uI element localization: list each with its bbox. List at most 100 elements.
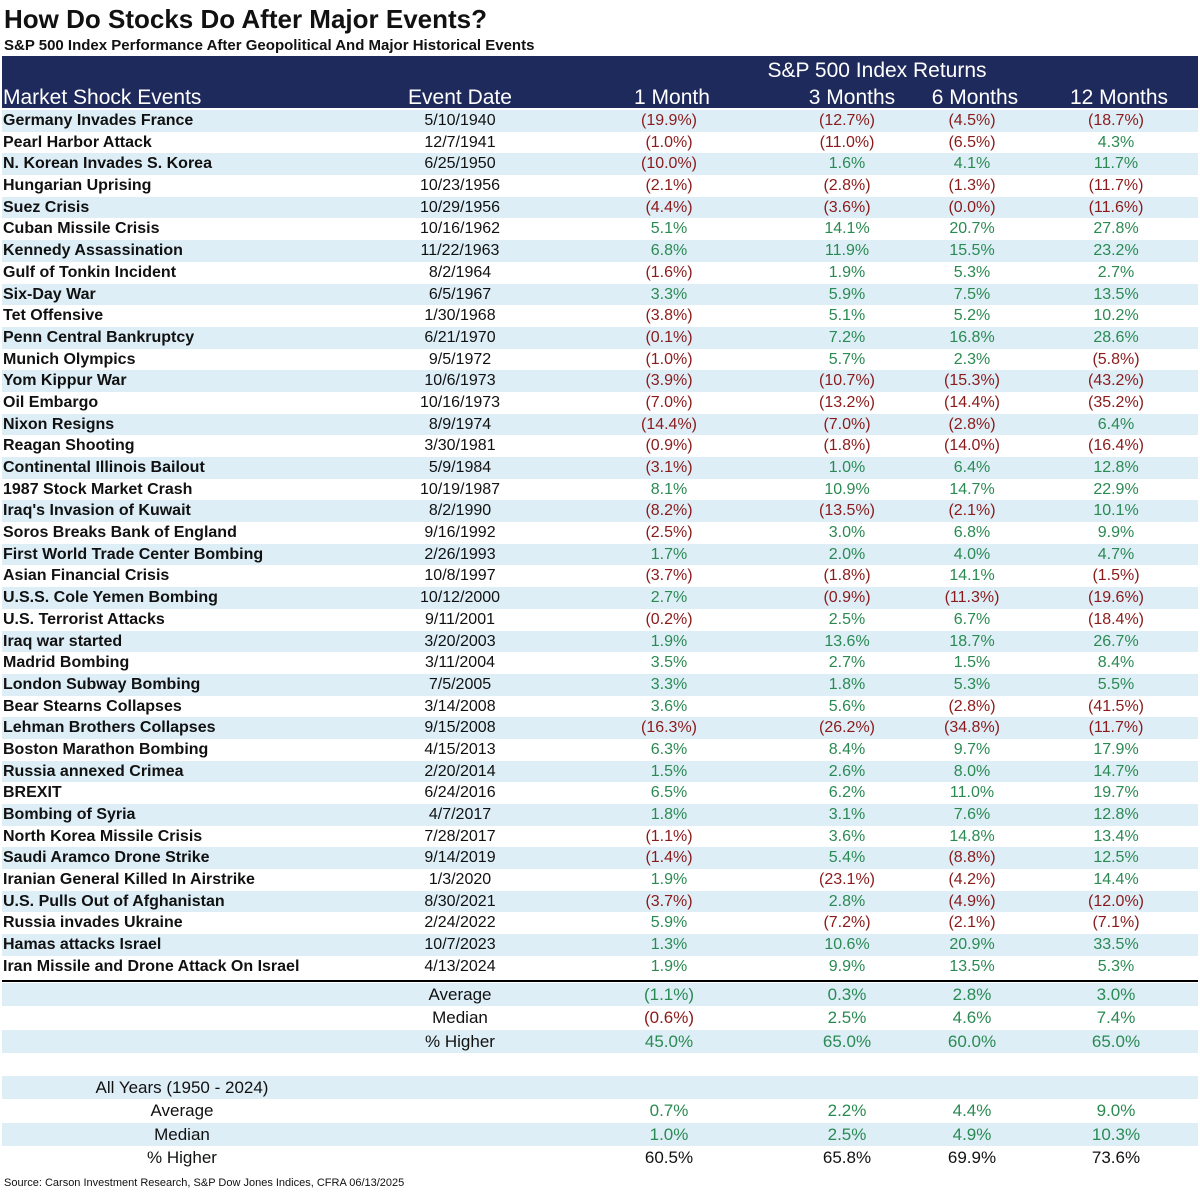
return-value: 1.8% [828, 675, 866, 693]
all-years-value: 73.6% [1091, 1148, 1141, 1168]
event-date: 10/19/1987 [419, 480, 501, 498]
return-value: 1.5% [650, 762, 688, 780]
return-value: (6.5%) [948, 133, 996, 151]
event-name: U.S. Pulls Out of Afghanistan [3, 892, 225, 910]
return-value: (1.3%) [948, 177, 996, 195]
return-value: 13.6% [824, 632, 870, 650]
table-row: Asian Financial Crisis 10/8/1997 (3.7%) (1.… [2, 565, 1198, 587]
return-value: 15.5% [949, 242, 995, 260]
return-value: 11.9% [824, 242, 870, 260]
event-date: 10/7/2023 [424, 936, 496, 954]
return-value: (3.7%) [645, 567, 693, 585]
events-table-body: Germany Invades France 5/10/1940 (19.9%) (1… [2, 110, 1198, 978]
return-value: 1.9% [650, 957, 688, 975]
table-row: Suez Crisis 10/29/1956 (4.4%) (3.6%) (0.0%) (… [2, 196, 1198, 219]
table-row: Hamas attacks Israel 10/7/2023 1.3% 10.6% 20… [2, 934, 1198, 956]
return-value: (14.0%) [943, 437, 1001, 455]
table-row: Iranian General Killed In Airstrike 1/3/2… [2, 869, 1198, 891]
all-years-value: 69.9% [947, 1148, 997, 1168]
event-name: N. Korean Invades S. Korea [3, 155, 212, 173]
event-date: 5/10/1940 [424, 112, 496, 129]
event-date: 7/28/2017 [424, 827, 496, 845]
return-value: (11.6%) [1088, 198, 1144, 216]
header-col-6m: 6 Months [931, 86, 1019, 109]
return-value: (1.1%) [645, 827, 693, 845]
all-years-value: 10.3% [1091, 1124, 1141, 1144]
event-name: Hamas attacks Israel [3, 936, 162, 954]
return-value: 14.1% [949, 567, 995, 585]
all-years-row-label: % Higher [147, 1148, 217, 1168]
return-value: (5.8%) [1092, 350, 1140, 368]
event-name: Iraq war started [3, 632, 123, 650]
summary-value: 60.0% [947, 1031, 997, 1051]
return-value: 3.0% [828, 524, 866, 542]
return-value: (1.5%) [1092, 567, 1140, 585]
event-name: Tet Offensive [3, 307, 104, 325]
header-col-events: Market Shock Events [3, 86, 202, 109]
return-value: 1.7% [650, 545, 688, 563]
return-value: 14.7% [949, 480, 995, 498]
return-value: 14.8% [949, 827, 995, 845]
return-value: 7.6% [953, 806, 991, 823]
event-name: Iran Missile and Drone Attack On Israel [3, 957, 300, 975]
event-date: 3/11/2004 [425, 654, 495, 672]
return-value: 7.2% [828, 328, 866, 346]
event-name: Russia annexed Crimea [3, 762, 184, 780]
all-years-value: 2.2% [827, 1101, 867, 1121]
event-date: 3/30/1981 [424, 437, 496, 455]
return-value: (0.1%) [645, 328, 693, 346]
header-col-3m: 3 Months [808, 86, 896, 109]
return-value: 2.3% [953, 350, 991, 368]
table-row: Iraq war started 3/20/2003 1.9% 13.6% 18.7% 2… [2, 630, 1198, 653]
all-years-row-median: Median 1.0% 2.5% 4.9% 10.3% [2, 1122, 1198, 1147]
event-date: 8/2/1990 [428, 502, 492, 520]
return-value: (1.8%) [823, 437, 871, 455]
return-value: 5.1% [650, 220, 688, 238]
return-value: 20.9% [949, 936, 995, 954]
return-value: (7.1%) [1092, 914, 1140, 932]
table-row: Germany Invades France 5/10/1940 (19.9%) (1… [2, 110, 1198, 132]
return-value: 1.0% [828, 459, 866, 476]
event-name: U.S.S. Cole Yemen Bombing [3, 589, 218, 607]
summary-label: Median [432, 1008, 488, 1028]
table-row: Russia annexed Crimea 2/20/2014 1.5% 2.6% 8.… [2, 760, 1198, 783]
event-name: Pearl Harbor Attack [3, 133, 152, 151]
summary-value: 45.0% [644, 1031, 694, 1051]
summary-section: Average (1.1%) 0.3% 2.8% 3.0% Median (0.… [2, 983, 1198, 1169]
summary-value: 65.0% [1091, 1031, 1141, 1051]
return-value: 1.3% [650, 936, 688, 954]
table-divider [2, 980, 1198, 982]
return-value: (3.7%) [645, 892, 693, 910]
return-value: (2.5%) [645, 524, 693, 542]
summary-row-pct-higher: % Higher 45.0% 65.0% 60.0% 65.0% [2, 1029, 1198, 1053]
return-value: (12.7%) [818, 112, 876, 129]
all-years-row-label: Median [154, 1124, 210, 1144]
event-date: 12/7/1941 [424, 133, 496, 151]
return-value: 4.1% [953, 155, 991, 173]
summary-value: 2.8% [952, 985, 992, 1004]
return-value: 6.3% [650, 740, 688, 758]
event-date: 8/2/1964 [428, 263, 492, 281]
return-value: 14.7% [1093, 762, 1139, 780]
table-row: Yom Kippur War 10/6/1973 (3.9%) (10.7%) (15.… [2, 370, 1198, 392]
return-value: (3.9%) [645, 372, 693, 390]
summary-value: 2.5% [827, 1008, 867, 1028]
all-years-row-average: Average 0.7% 2.2% 4.4% 9.0% [2, 1099, 1198, 1122]
table-row: Russia invades Ukraine 2/24/2022 5.9% (7.2%… [2, 912, 1198, 934]
event-date: 5/9/1984 [428, 459, 492, 476]
event-name: Kennedy Assassination [3, 242, 183, 260]
table-row: Cuban Missile Crisis 10/16/1962 5.1% 14.1% 2… [2, 218, 1198, 240]
summary-value: (0.6%) [643, 1008, 695, 1028]
return-value: 5.9% [828, 285, 866, 303]
table-row: Madrid Bombing 3/11/2004 3.5% 2.7% 1.5% 8.4% [2, 652, 1198, 674]
return-value: 8.0% [953, 762, 991, 780]
summary-spacer [2, 1053, 1198, 1076]
return-value: 11.0% [949, 784, 995, 802]
return-value: (3.6%) [823, 198, 871, 216]
return-value: 5.3% [1097, 957, 1135, 975]
table-row: Gulf of Tonkin Incident 8/2/1964 (1.6%) 1.9… [2, 262, 1198, 284]
return-value: (10.0%) [640, 155, 698, 173]
return-value: (2.1%) [645, 177, 693, 195]
event-name: Bombing of Syria [3, 806, 136, 823]
event-name: London Subway Bombing [3, 675, 201, 693]
